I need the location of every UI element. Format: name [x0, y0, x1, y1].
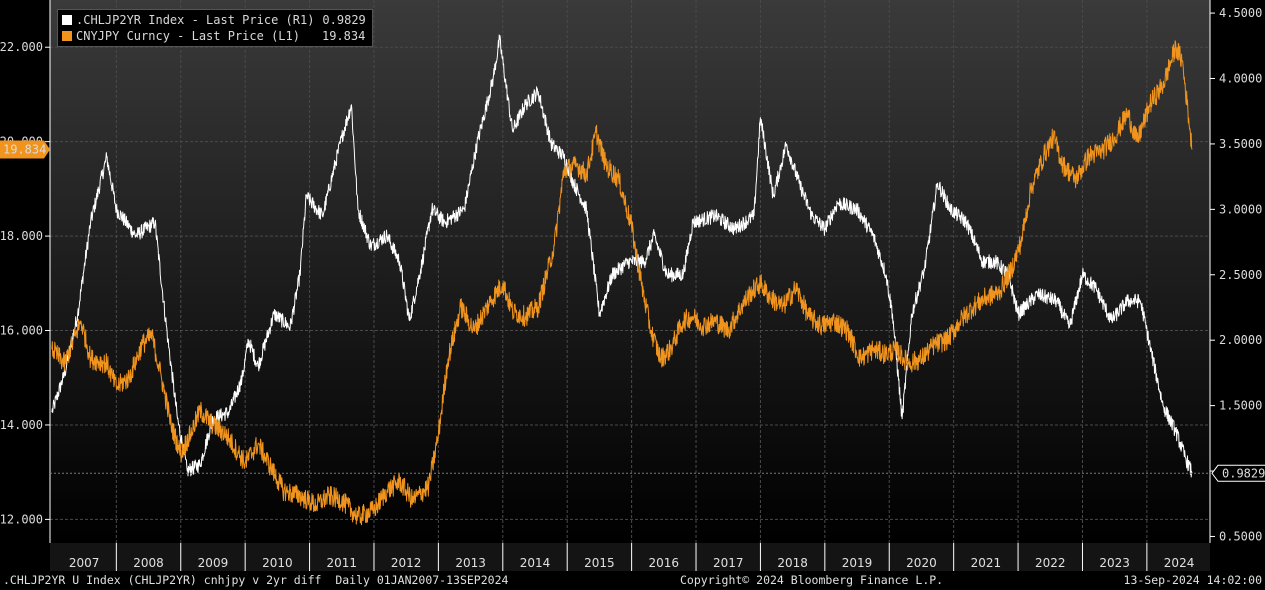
left-tick-label: 18.000 [0, 229, 43, 243]
last-value-label-cnyjpy: 19.834 [3, 142, 46, 156]
footer-timestamp: 13-Sep-2024 14:02:00 [1123, 573, 1262, 587]
x-tick-label: 2024 [1164, 556, 1195, 570]
x-tick-label: 2019 [842, 556, 873, 570]
x-tick-label: 2022 [1035, 556, 1066, 570]
footer-copyright: Copyright© 2024 Bloomberg Finance L.P. [680, 573, 944, 587]
x-tick-label: 2021 [971, 556, 1002, 570]
right-tick-label: 4.5000 [1219, 6, 1262, 20]
x-tick-label: 2010 [262, 556, 293, 570]
last-value-label-chljp2yr: 0.9829 [1222, 466, 1265, 480]
x-tick-label: 2014 [520, 556, 551, 570]
legend-swatch-orange [62, 31, 72, 41]
x-tick-label: 2020 [906, 556, 937, 570]
x-axis-ticks: 2007 2008 2009 2010 2011 2012 2013 2014 2015 2016… [69, 543, 1194, 571]
x-tick-label: 2015 [584, 556, 615, 570]
last-value-tag-chljp2yr [1211, 464, 1265, 482]
legend-item-chljp2yr: .CHLJP2YR Index - Last Price (R1) 0.9829 [62, 12, 366, 28]
legend-item-cnyjpy: CNYJPY Curncy - Last Price (L1) 19.834 [62, 28, 366, 44]
legend-swatch-white [62, 15, 72, 25]
x-tick-label: 2013 [455, 556, 486, 570]
footer-description: .CHLJP2YR U Index (CHLJP2YR) cnhjpy v 2y… [3, 573, 509, 587]
legend: .CHLJP2YR Index - Last Price (R1) 0.9829… [57, 9, 373, 47]
x-tick-label: 2009 [198, 556, 229, 570]
last-value-tags: 0.9829 19.834 [0, 140, 1265, 482]
x-tick-label: 2012 [391, 556, 422, 570]
left-tick-label: 12.000 [0, 512, 43, 526]
right-tick-label: 3.0000 [1219, 202, 1262, 216]
x-tick-label: 2018 [777, 556, 808, 570]
x-tick-label: 2016 [649, 556, 680, 570]
legend-label-cnyjpy: CNYJPY Curncy - Last Price (L1) [76, 29, 300, 43]
right-tick-label: 0.5000 [1219, 529, 1262, 543]
last-value-tag-cnyjpy [0, 140, 50, 159]
x-tick-label: 2023 [1099, 556, 1130, 570]
right-axis-ticks: 0.50001.00001.50002.00002.50003.00003.50… [1210, 6, 1262, 543]
right-tick-label: 3.5000 [1219, 137, 1262, 151]
right-tick-label: 2.5000 [1219, 268, 1262, 282]
series-layer [51, 34, 1193, 526]
left-tick-label: 16.000 [0, 324, 43, 338]
left-tick-label: 22.000 [0, 40, 43, 54]
x-tick-label: 2007 [69, 556, 100, 570]
left-tick-label: 14.000 [0, 418, 43, 432]
right-tick-label: 1.5000 [1219, 399, 1262, 413]
legend-label-chljp2yr: .CHLJP2YR Index - Last Price (R1) [76, 13, 315, 27]
legend-value-chljp2yr: 0.9829 [322, 13, 366, 27]
x-tick-label: 2017 [713, 556, 744, 570]
x-tick-label: 2011 [326, 556, 357, 570]
legend-value-cnyjpy: 19.834 [321, 29, 366, 43]
series-line-chljp2yr [51, 34, 1193, 478]
right-tick-label: 4.0000 [1219, 72, 1262, 86]
x-tick-label: 2008 [133, 556, 164, 570]
grid [50, 0, 1210, 543]
right-tick-label: 2.0000 [1219, 333, 1262, 347]
series-line-cnyjpy [51, 40, 1193, 526]
x-axis-band [50, 543, 1210, 571]
plot-background [50, 0, 1210, 543]
